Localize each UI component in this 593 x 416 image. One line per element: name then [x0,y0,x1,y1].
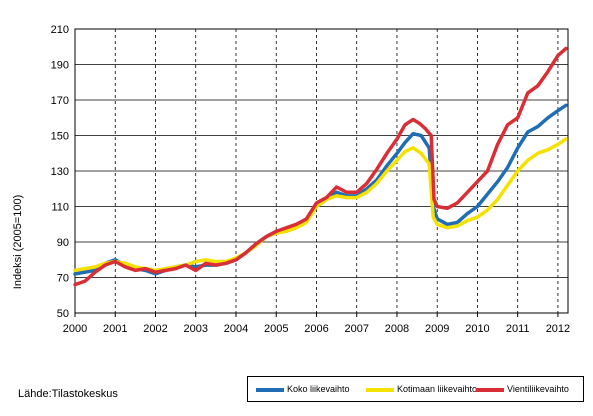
legend-swatch-kotimaa [366,387,394,392]
x-axis-tick-labels: 2000 2001 2002 2003 2004 2005 2006 2007 2008 2009… [63,323,570,335]
x-tick-label: 2004 [224,323,248,335]
x-tick-label: 2005 [264,323,288,335]
x-tick-label: 2011 [506,323,530,335]
legend-swatch-koko [256,387,284,392]
y-tick-label: 50 [57,308,69,320]
x-tick-label: 2010 [465,323,489,335]
legend-label-koko: Koko liikevaihto [287,384,350,394]
y-tick-label: 130 [51,166,69,178]
source-note: Lähde:Tilastokeskus [18,388,118,400]
legend-label-vienti: Vientiliikevaihto [507,384,569,394]
y-tick-label: 110 [51,202,69,214]
y-tick-label: 210 [51,24,69,36]
x-tick-label: 2007 [344,323,368,335]
legend-swatch-vienti [476,387,504,392]
x-tick-label: 2008 [385,323,409,335]
x-tick-label: 2002 [143,323,167,335]
x-tick-label: 2012 [546,323,570,335]
y-axis-tick-labels: 50 70 90 110 130 150 170 190 210 [51,24,69,320]
legend: Koko liikevaihto Kotimaan liikevaihto Vi… [247,376,584,402]
series-line-2 [73,46,568,287]
y-tick-label: 170 [51,95,69,107]
x-tick-label: 2000 [63,323,87,335]
x-tick-label: 2009 [425,323,449,335]
series-layer [73,46,568,287]
x-tick-label: 2001 [103,323,127,335]
legend-label-kotimaa: Kotimaan liikevaihto [397,384,478,394]
legend-item-vientiliikevaihto: Vientiliikevaihto [476,384,569,394]
y-tick-label: 90 [57,237,69,249]
x-tick-label: 2003 [183,323,207,335]
legend-item-koko-liikevaihto: Koko liikevaihto [256,384,350,394]
y-tick-label: 70 [57,273,69,285]
series-line-0 [73,103,568,276]
y-tick-label: 190 [51,60,69,72]
legend-item-kotimaan-liikevaihto: Kotimaan liikevaihto [366,384,477,394]
y-tick-label: 150 [51,131,69,143]
y-axis-label: Indeksi (2005=100) [12,195,24,289]
plot-area-frame [74,28,569,314]
x-tick-label: 2006 [304,323,328,335]
